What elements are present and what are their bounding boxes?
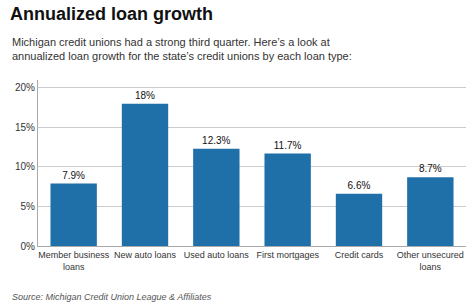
svg-text:12.3%: 12.3% — [202, 135, 230, 146]
svg-text:6.6%: 6.6% — [348, 180, 371, 191]
svg-text:Other unsecuredloans: Other unsecuredloans — [397, 250, 464, 272]
svg-text:New auto loans: New auto loans — [114, 250, 177, 260]
svg-text:20%: 20% — [15, 82, 35, 93]
svg-text:10%: 10% — [15, 161, 35, 172]
svg-text:Used auto loans: Used auto loans — [184, 250, 250, 260]
svg-text:7.9%: 7.9% — [62, 170, 85, 181]
svg-text:0%: 0% — [21, 241, 36, 252]
svg-text:15%: 15% — [15, 122, 35, 133]
svg-text:Annualized loan growth: Annualized loan growth — [10, 4, 213, 24]
svg-text:11.7%: 11.7% — [274, 140, 302, 151]
svg-text:First mortgages: First mortgages — [256, 250, 319, 260]
svg-text:Credit cards: Credit cards — [335, 250, 384, 260]
svg-text:Michigan credit unions had a s: Michigan credit unions had a strong thir… — [12, 36, 352, 62]
svg-text:8.7%: 8.7% — [419, 163, 442, 174]
svg-text:18%: 18% — [135, 90, 155, 101]
svg-text:5%: 5% — [21, 201, 36, 212]
svg-text:Member businessloans: Member businessloans — [38, 250, 110, 272]
svg-text:Source: Michigan Credit Union: Source: Michigan Credit Union League & A… — [12, 292, 212, 302]
